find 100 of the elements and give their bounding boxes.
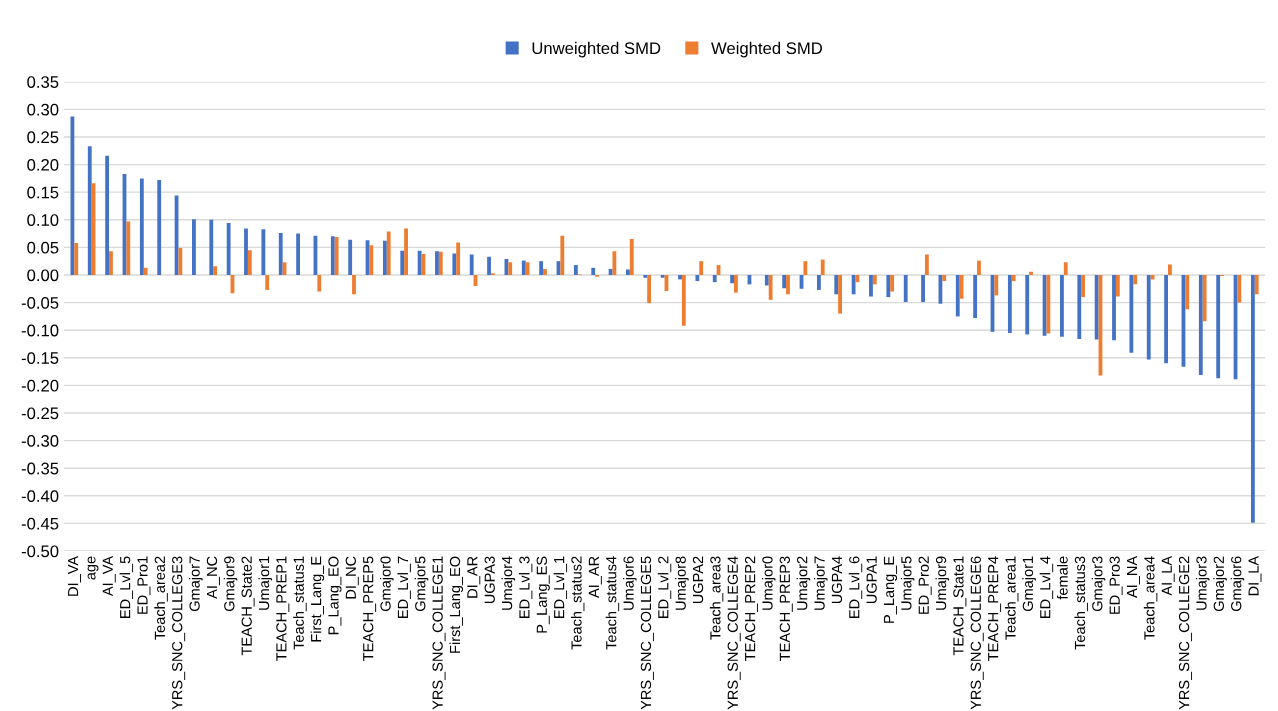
bar (1198, 274, 1203, 375)
y-tick-label: -0.05 (21, 296, 59, 309)
y-tick-label: -0.50 (21, 545, 59, 558)
bar (820, 259, 825, 275)
x-tick-label: ED_Lvl_2 (657, 556, 672, 618)
bar (838, 274, 842, 314)
bar (803, 261, 808, 275)
x-tick-label: Umajor7 (814, 556, 828, 610)
x-tick-label: UGPA3 (484, 556, 495, 604)
x-tick-label: P_Lang_E (883, 556, 898, 623)
bar (382, 240, 387, 275)
bar (469, 254, 474, 275)
x-tick-label: TEACH_PREP2 (744, 556, 759, 661)
x-tick-label: ED_Lvl_5 (119, 556, 134, 618)
bar (973, 274, 978, 319)
x-tick-label: Umajor5 (900, 556, 915, 610)
x-tick-label: TEACH_PREP1 (276, 556, 290, 661)
y-tick-label: 0.20 (27, 158, 59, 171)
x-tick-label: P_Lang_ES (536, 556, 550, 633)
x-tick-label: Gmajor9 (223, 556, 238, 612)
bar (1112, 274, 1116, 341)
bar (296, 233, 300, 275)
bar (435, 251, 439, 275)
x-tick-label: Umajor1 (258, 556, 273, 610)
bar (764, 274, 769, 286)
bar (955, 274, 960, 317)
bar (560, 235, 565, 275)
bar (1250, 274, 1255, 523)
bar (1133, 274, 1138, 285)
bar (417, 250, 422, 275)
bar (330, 236, 335, 275)
x-tick-label: UGPA2 (692, 556, 704, 604)
y-tick-label: 0.05 (27, 241, 59, 254)
bar (504, 258, 509, 275)
bar (487, 256, 491, 275)
x-tick-label: Gmajor0 (380, 556, 394, 612)
y-tick-label: -0.45 (21, 517, 59, 530)
bar (851, 274, 856, 295)
x-tick-label: Teach_status1 (293, 556, 307, 650)
x-tick-label: P_Lang_EO (328, 556, 342, 635)
bar (317, 274, 322, 292)
bar (1129, 274, 1134, 353)
bar (400, 250, 405, 275)
x-tick-label: Umajor6 (623, 556, 637, 610)
x-tick-label: YRS_SNC_COLLEGE4 (727, 556, 741, 710)
y-tick-label: 0.25 (27, 131, 59, 144)
bar (612, 251, 617, 275)
x-tick-label: ED_Lvl_4 (1039, 556, 1054, 618)
bar (699, 261, 704, 275)
bar (816, 274, 821, 290)
bar (660, 274, 665, 278)
x-tick-label: DI_VA (68, 555, 81, 596)
bar (768, 274, 773, 300)
bar (1011, 274, 1016, 282)
bar (626, 269, 630, 275)
y-tick-label: 0.35 (27, 76, 59, 88)
x-tick-label: TEACH_PREP3 (779, 556, 793, 661)
bar (834, 274, 839, 295)
y-tick-label: 0.15 (27, 186, 59, 199)
bar (438, 251, 443, 275)
bar (74, 242, 79, 275)
x-tick-label: ED_Lvl_1 (553, 556, 568, 618)
bar (178, 247, 183, 275)
bar (386, 231, 391, 275)
bar (886, 274, 891, 298)
bar (903, 274, 908, 303)
bar (348, 239, 353, 275)
y-tick-label: 0.30 (27, 103, 59, 116)
bar (730, 274, 734, 284)
x-tick-label: YRS_SNC_COLLEGE1 (432, 556, 446, 710)
x-tick-label: Gmajor2 (1213, 556, 1227, 612)
bar (1168, 264, 1172, 275)
bar (278, 233, 283, 275)
x-tick-label: Umajor3 (1195, 556, 1210, 610)
bar (105, 155, 110, 275)
bar (1216, 274, 1221, 379)
x-tick-label: Teach_area1 (1004, 556, 1019, 640)
x-tick-label: DI_NC (345, 556, 359, 599)
bar (539, 261, 544, 275)
x-tick-label: AI_AR (588, 556, 602, 598)
x-tick-label: Teach_area4 (1143, 556, 1158, 640)
x-tick-label: Umajor0 (761, 556, 776, 610)
bar (977, 260, 981, 275)
bar (1254, 274, 1259, 295)
x-tick-label: DI_LA (1248, 555, 1262, 596)
y-tick-label: -0.10 (21, 324, 59, 337)
x-tick-label: TEACH_State2 (241, 556, 255, 656)
y-tick-label: -0.25 (21, 407, 59, 420)
bar (1046, 274, 1051, 334)
bar (369, 245, 374, 275)
x-tick-label: Teach_status3 (1074, 556, 1088, 650)
bar (890, 274, 895, 292)
bar (1025, 274, 1030, 335)
bar (1063, 262, 1068, 275)
bar (629, 239, 634, 275)
bar (782, 274, 787, 289)
x-tick-label: Gmajor5 (414, 556, 429, 612)
bar (1164, 274, 1168, 364)
x-tick-label: Gmajor1 (1022, 556, 1036, 612)
x-tick-label: female (1057, 556, 1068, 600)
